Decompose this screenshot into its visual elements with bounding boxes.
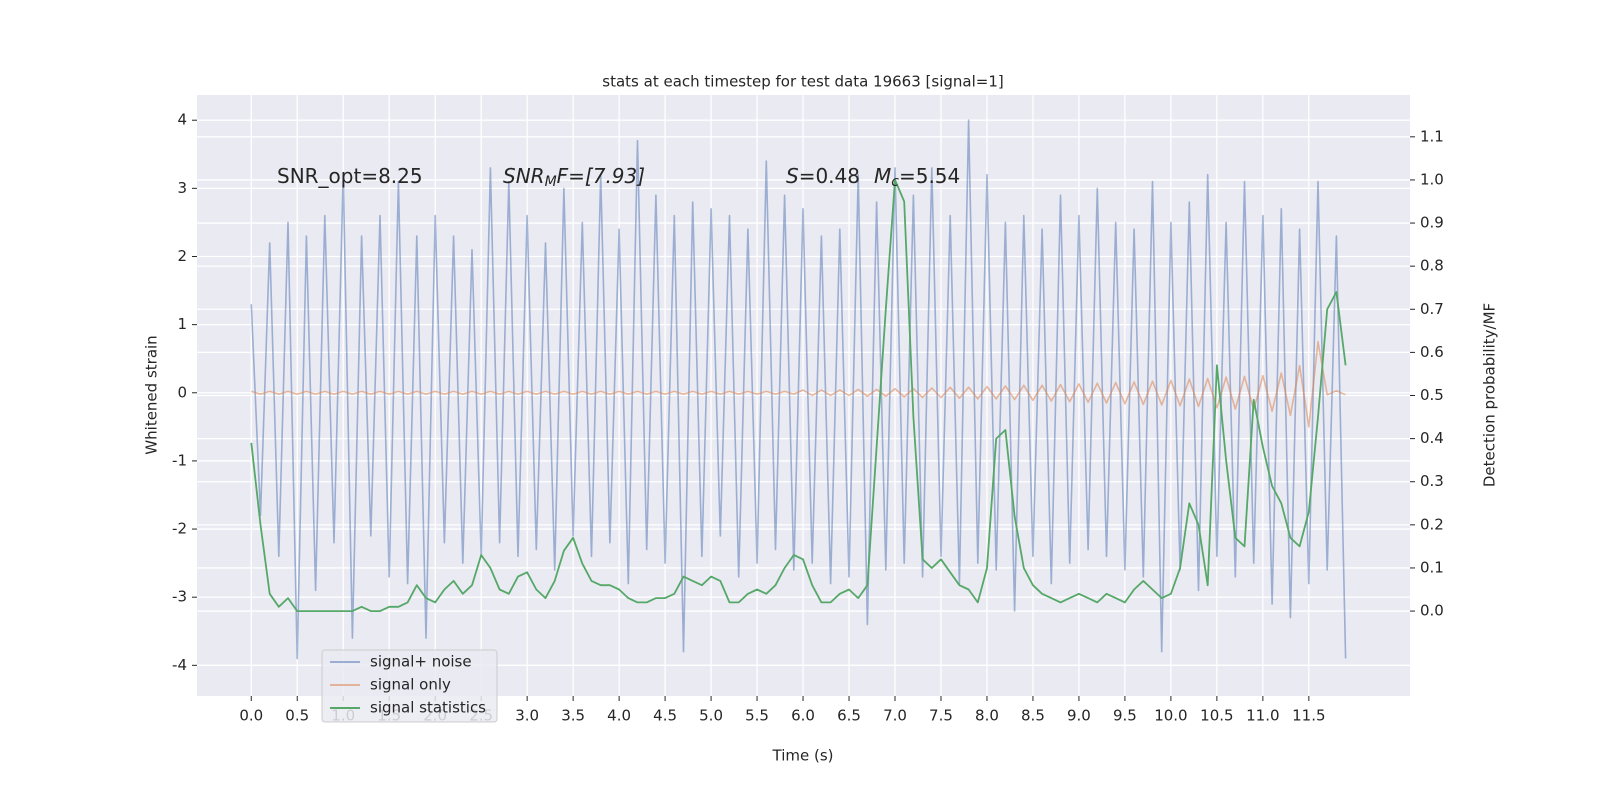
y-tick-label: -1: [172, 451, 187, 469]
x-tick-label: 11.5: [1292, 707, 1325, 725]
marks: [250, 119, 1347, 660]
y-tick-label: -2: [172, 520, 187, 538]
y2-tick-label: 0.2: [1420, 515, 1444, 533]
y2-tick-label: 0.3: [1420, 472, 1444, 490]
y-tick-label: 3: [177, 179, 187, 197]
y2-tick-label: 0.6: [1420, 343, 1444, 361]
annotation-text: M: [874, 164, 891, 188]
x-tick-label: 5.0: [699, 707, 723, 725]
annotation-text: SNR: [503, 164, 545, 188]
x-tick-label: 3.5: [561, 707, 585, 725]
legend: signal+ noise signal only signal statistic…: [321, 649, 498, 723]
x-tick-label: 0.5: [285, 707, 309, 725]
x-tick-label: 8.0: [975, 707, 999, 725]
annotation: S=0.48 Mc=5.54: [786, 164, 960, 191]
x-tick-label: 7.5: [929, 707, 953, 725]
y2-tick-label: 0.8: [1420, 257, 1444, 275]
y-tick-label: 1: [177, 315, 187, 333]
y-axis-label: Whitened strain: [143, 335, 161, 454]
x-tick-label: 3.0: [515, 707, 539, 725]
x-tick-label: 10.5: [1200, 707, 1233, 725]
y2-tick-label: 0.9: [1420, 214, 1444, 232]
annotation: SNRMF=[7.93]: [503, 164, 645, 191]
legend-label: signal statistics: [370, 699, 486, 717]
y2-tick-label: 0.1: [1420, 558, 1444, 576]
series-line: [251, 340, 1346, 428]
x-tick-label: 4.0: [607, 707, 631, 725]
x-tick-label: 7.0: [883, 707, 907, 725]
annotation: SNR_opt=8.25: [277, 164, 423, 188]
y2-tick-label: 0.0: [1420, 602, 1444, 620]
y-tick-label: -3: [172, 588, 187, 606]
legend-label: signal only: [370, 676, 451, 694]
series-line: [250, 119, 1347, 660]
annotation-text: SNR_opt=8.25: [277, 164, 423, 188]
annotation-text: M: [545, 174, 557, 190]
x-tick-label: 6.5: [837, 707, 861, 725]
legend-box: [321, 649, 498, 723]
annotation-text: =0.48: [799, 164, 860, 188]
x-tick-label: 4.5: [653, 707, 677, 725]
y-tick-label: 4: [177, 111, 187, 129]
legend-label: signal+ noise: [370, 653, 472, 671]
y-tick-label: 0: [177, 383, 187, 401]
annotation-text: F=[7.93]: [557, 164, 645, 188]
y2-tick-label: 0.4: [1420, 429, 1444, 447]
y-tick-label: 2: [177, 247, 187, 265]
x-tick-label: 5.5: [745, 707, 769, 725]
x-axis-label: Time (s): [772, 747, 834, 765]
y2-tick-label: 1.1: [1420, 127, 1444, 145]
annotation-text: S: [786, 164, 799, 188]
x-tick-label: 0.0: [239, 707, 263, 725]
annotation-text: c: [891, 174, 899, 190]
y2-tick-label: 1.0: [1420, 170, 1444, 188]
x-tick-label: 6.0: [791, 707, 815, 725]
y-tick-label: -4: [172, 656, 187, 674]
chart-title: stats at each timestep for test data 196…: [602, 73, 1003, 91]
x-tick-label: 8.5: [1021, 707, 1045, 725]
y2-axis-label: Detection probability/MF: [1481, 303, 1499, 487]
annotation-text: =5.54: [899, 164, 960, 188]
series-line: [250, 179, 1347, 612]
x-tick-label: 11.0: [1246, 707, 1279, 725]
y2-tick-label: 0.7: [1420, 300, 1444, 318]
x-tick-label: 9.0: [1067, 707, 1091, 725]
x-tick-label: 9.5: [1113, 707, 1137, 725]
y2-tick-label: 0.5: [1420, 386, 1444, 404]
x-tick-label: 10.0: [1154, 707, 1187, 725]
